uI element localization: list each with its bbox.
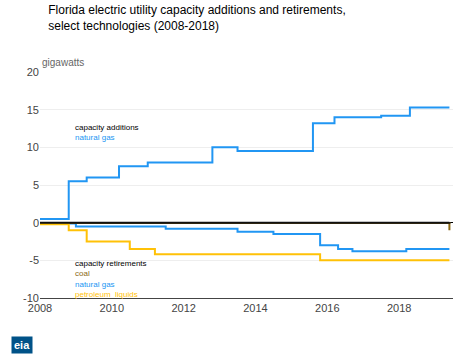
svg-text:2014: 2014 — [243, 302, 267, 314]
svg-text:2010: 2010 — [100, 302, 124, 314]
svg-text:2016: 2016 — [315, 302, 339, 314]
svg-text:5: 5 — [33, 179, 39, 191]
svg-text:-5: -5 — [29, 254, 39, 266]
svg-text:2012: 2012 — [171, 302, 195, 314]
svg-text:capacity additionsnatural gas: capacity additionsnatural gas — [75, 123, 139, 142]
svg-text:2018: 2018 — [387, 302, 411, 314]
svg-text:gigawatts: gigawatts — [42, 57, 84, 68]
svg-text:Florida electric utility capac: Florida electric utility capacity additi… — [48, 3, 345, 33]
svg-text:2008: 2008 — [28, 302, 52, 314]
svg-text:15: 15 — [27, 104, 39, 116]
svg-text:10: 10 — [27, 141, 39, 153]
svg-text:capacity retirementscoalnatura: capacity retirementscoalnatural gaspetro… — [75, 259, 147, 299]
svg-text:eia: eia — [14, 339, 30, 351]
svg-text:20: 20 — [27, 66, 39, 78]
svg-text:-10: -10 — [23, 292, 39, 304]
svg-text:0: 0 — [33, 217, 39, 229]
